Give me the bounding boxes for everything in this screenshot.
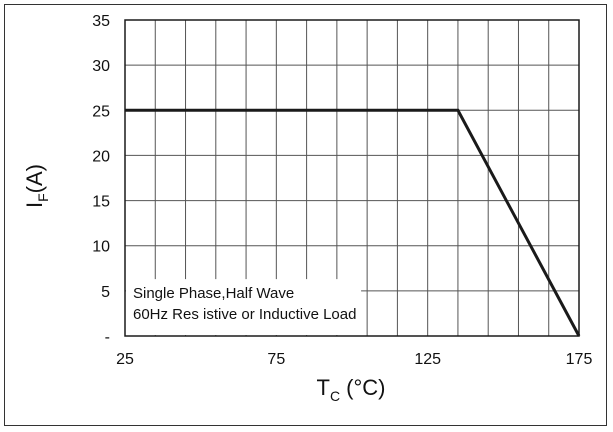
y-tick-label: 25 [92,103,110,120]
y-axis-title-main: I [22,202,47,208]
x-axis-title-unit: (°C) [340,375,385,400]
derating-curve [125,108,581,337]
annotation-box [126,279,362,335]
y-tick-label: 35 [92,13,110,30]
x-axis-ticks: 25 75 125 175 [116,351,592,368]
y-tick-label: 20 [92,148,110,165]
x-axis-title-main: T [316,375,329,400]
y-axis-title: IF(A) [22,164,51,208]
y-tick-label: 10 [92,239,110,256]
annotation-line-2: 60Hz Res istive or Inductive Load [133,306,356,323]
annotation-line-1: Single Phase,Half Wave [133,285,294,302]
chart-frame [4,4,607,426]
y-axis-title-unit: (A) [22,164,47,193]
y-tick-label: 5 [101,284,110,301]
y-axis-ticks: - 5 10 15 20 25 30 35 [92,13,110,346]
y-axis-title-sub: F [35,193,51,202]
x-tick-label: 125 [414,351,441,368]
x-tick-label: 25 [116,351,134,368]
x-axis-title: TC (°C) [316,375,385,404]
y-tick-label: 30 [92,58,110,75]
y-tick-label: - [105,329,110,346]
x-tick-label: 75 [267,351,285,368]
x-axis-title-sub: C [330,388,340,404]
y-tick-label: 15 [92,194,110,211]
plot-border [124,19,580,337]
x-tick-label: 175 [566,351,593,368]
